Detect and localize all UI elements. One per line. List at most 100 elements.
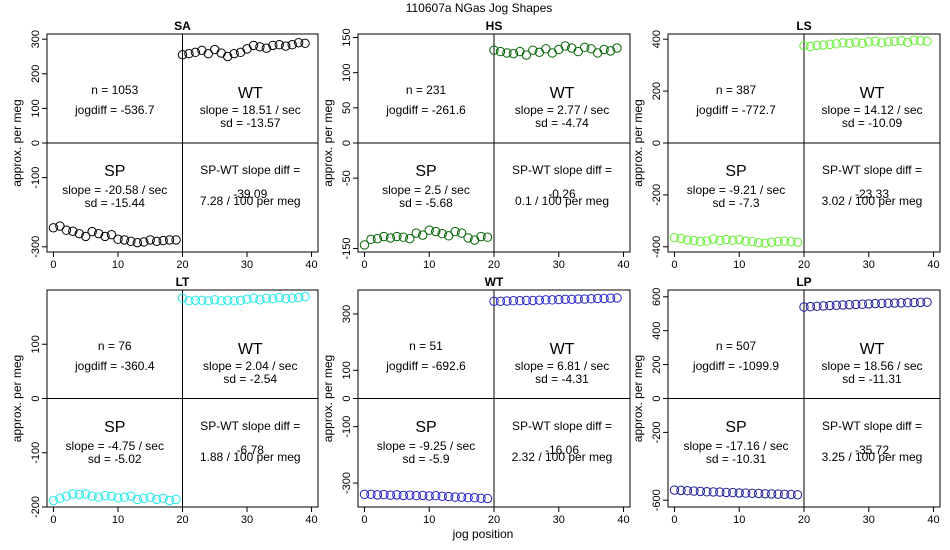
x-tick-label: 0 — [361, 514, 367, 526]
wt-slope-label: slope = 14.12 / sec — [821, 103, 922, 117]
y-axis-label: approx. per meg — [631, 355, 645, 442]
data-point — [184, 49, 194, 59]
data-point — [248, 40, 259, 51]
x-tick-label: 0 — [50, 514, 56, 526]
data-point — [812, 40, 822, 51]
data-point — [528, 45, 538, 55]
data-point — [766, 489, 777, 499]
slope-diff-per-meg: 0.1 / 100 per meg — [515, 194, 609, 208]
data-point — [489, 45, 499, 55]
data-point — [119, 235, 130, 245]
data-point — [792, 237, 803, 247]
y-axis-label: approx. per meg — [10, 355, 24, 442]
data-point — [825, 39, 835, 50]
data-point — [728, 487, 738, 498]
data-point — [844, 300, 855, 310]
data-point — [113, 234, 123, 244]
data-point — [411, 228, 421, 238]
x-tick-label: 20 — [798, 259, 810, 271]
data-point — [100, 490, 110, 501]
data-point — [760, 489, 770, 499]
data-point — [424, 491, 434, 501]
data-point — [482, 493, 493, 504]
data-point — [392, 231, 402, 242]
data-point — [521, 50, 532, 60]
sp-label: SP — [104, 163, 125, 180]
wt-slope-label: slope = 2.77 / sec — [515, 103, 609, 117]
x-tick-label: 30 — [863, 514, 875, 526]
data-point — [190, 47, 201, 58]
data-point — [560, 41, 570, 51]
data-point — [508, 296, 519, 306]
x-tick-label: 30 — [553, 514, 565, 526]
data-point — [229, 49, 239, 59]
slope-diff-value: -6.78 — [237, 443, 265, 457]
y-tick-label: -100 — [30, 167, 42, 189]
data-point — [431, 491, 441, 501]
data-point — [915, 36, 926, 46]
x-tick-label: 20 — [176, 259, 188, 271]
data-point — [554, 294, 564, 305]
data-point — [93, 228, 104, 239]
wt-sd-label: sd = -2.54 — [223, 372, 277, 386]
x-tick-label: 40 — [617, 514, 629, 526]
jogdiff-label: jogdiff = -772.7 — [695, 103, 776, 117]
x-tick-label: 40 — [927, 259, 939, 271]
data-point — [398, 232, 409, 242]
data-point — [851, 37, 861, 48]
y-tick-label: 0 — [30, 140, 42, 146]
data-point — [818, 301, 829, 311]
data-point — [734, 234, 744, 245]
data-point — [229, 296, 239, 306]
x-tick-label: 20 — [176, 514, 188, 526]
slope-diff-value: -35.72 — [855, 443, 889, 457]
y-tick-label: 0 — [651, 140, 663, 146]
data-point — [831, 300, 842, 310]
wt-slope-label: slope = 18.51 / sec — [200, 103, 301, 117]
data-point — [274, 292, 284, 303]
data-point — [210, 295, 220, 305]
x-tick-label: 20 — [488, 514, 500, 526]
data-point — [786, 489, 796, 500]
x-tick-label: 20 — [488, 259, 500, 271]
data-point — [126, 236, 136, 246]
data-point — [857, 299, 867, 309]
n-count-label: n = 76 — [98, 339, 132, 353]
slope-diff-value: -16.06 — [545, 443, 579, 457]
data-point — [151, 236, 162, 246]
sp-slope-label: slope = -20.58 / sec — [62, 183, 167, 197]
data-point — [68, 489, 78, 499]
x-tick-label: 0 — [50, 259, 56, 271]
data-point — [922, 297, 932, 307]
x-tick-label: 30 — [241, 259, 253, 271]
data-point — [281, 41, 291, 51]
wt-label: WT — [238, 341, 263, 358]
x-tick-label: 40 — [927, 514, 939, 526]
data-point — [268, 293, 278, 304]
data-point — [889, 298, 900, 308]
y-tick-label: -600 — [651, 489, 663, 511]
data-point — [372, 233, 383, 244]
data-point — [48, 495, 59, 506]
data-point — [476, 493, 486, 503]
data-point — [753, 237, 764, 248]
data-point — [902, 37, 913, 48]
x-tick-label: 30 — [863, 259, 875, 271]
slope-diff-title: SP-WT slope diff = — [822, 163, 922, 177]
data-point — [612, 43, 622, 53]
data-point — [418, 490, 428, 501]
data-point — [573, 46, 583, 57]
data-point — [896, 36, 906, 46]
data-point — [592, 48, 603, 58]
data-point — [293, 37, 304, 48]
data-point — [222, 51, 233, 62]
data-point — [689, 235, 699, 246]
data-point — [145, 235, 155, 245]
data-point — [119, 492, 130, 502]
data-point — [171, 235, 181, 245]
data-point — [456, 492, 467, 502]
x-tick-label: 10 — [112, 514, 124, 526]
data-point — [139, 493, 149, 504]
wt-label: WT — [860, 341, 885, 358]
